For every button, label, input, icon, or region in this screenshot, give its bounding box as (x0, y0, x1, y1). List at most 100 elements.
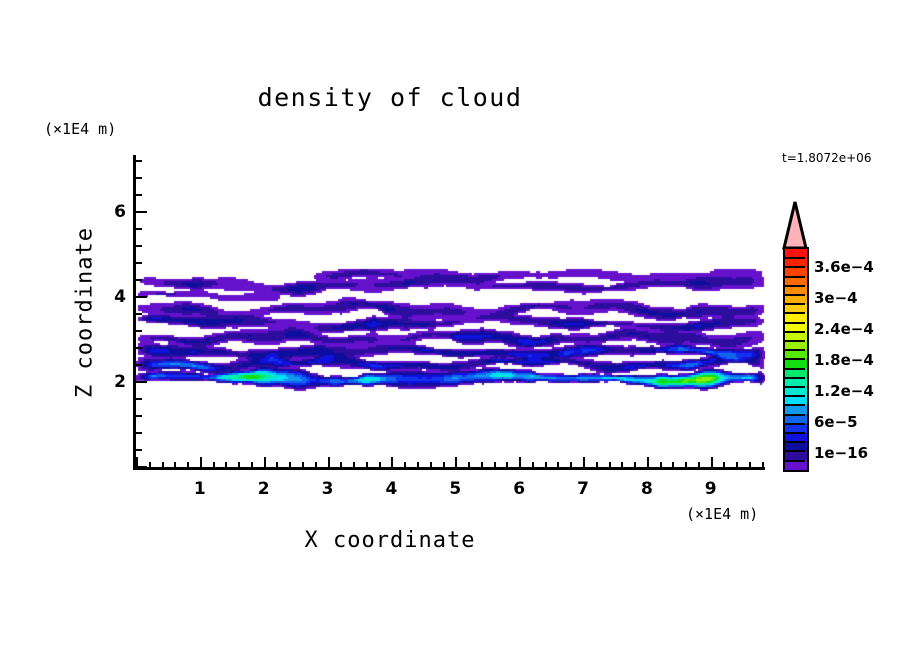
x-minor-tick (174, 462, 176, 468)
y-major-tick (136, 381, 147, 383)
x-minor-tick (749, 462, 751, 468)
colorbar-band-separator (783, 349, 805, 352)
x-axis-unit-label: (×1E4 m) (686, 505, 759, 523)
y-minor-tick (136, 415, 142, 417)
x-minor-tick (430, 462, 432, 468)
colorbar-band-separator (783, 284, 805, 287)
x-minor-tick (213, 462, 215, 468)
y-minor-tick (136, 279, 142, 281)
colorbar-band (785, 396, 807, 406)
time-annotation: t=1.8072e+06 (782, 151, 872, 165)
colorbar-band (785, 350, 807, 360)
colorbar-band-separator (783, 422, 805, 425)
x-major-tick (264, 457, 266, 468)
x-minor-tick (545, 462, 547, 468)
x-axis-title: X coordinate (304, 528, 476, 553)
colorbar-band (785, 414, 807, 424)
colorbar-band-separator (783, 413, 805, 416)
colorbar-band (785, 276, 807, 286)
y-minor-tick (136, 364, 142, 366)
colorbar-band-separator (783, 395, 805, 398)
colorbar-band (785, 322, 807, 332)
x-major-tick (391, 457, 393, 468)
x-tick-label: 5 (449, 479, 462, 499)
colorbar-arrow-cap (782, 201, 808, 250)
colorbar-band-separator (783, 257, 805, 260)
x-minor-tick (685, 462, 687, 468)
y-minor-tick (136, 160, 142, 162)
x-major-tick (583, 457, 585, 468)
x-tick-label: 8 (640, 479, 653, 499)
x-tick-label: 3 (321, 479, 334, 499)
y-minor-tick (136, 194, 142, 196)
x-minor-tick (276, 462, 278, 468)
colorbar-band-separator (783, 321, 805, 324)
x-minor-tick (289, 462, 291, 468)
x-minor-tick (162, 462, 164, 468)
x-major-tick (711, 457, 713, 468)
colorbar-label: 1e−16 (814, 444, 869, 463)
x-minor-tick (315, 462, 317, 468)
colorbar-band (785, 432, 807, 442)
x-minor-tick (506, 462, 508, 468)
x-minor-tick (468, 462, 470, 468)
y-major-tick (136, 296, 147, 298)
x-minor-tick (353, 462, 355, 468)
x-major-tick (455, 457, 457, 468)
y-tick-label: 4 (114, 287, 126, 308)
x-tick-label: 9 (704, 479, 717, 499)
y-axis-title: Z coordinate (72, 227, 98, 398)
x-minor-tick (149, 462, 151, 468)
x-minor-tick (736, 462, 738, 468)
x-minor-tick (443, 462, 445, 468)
y-tick-label: 6 (114, 202, 126, 223)
colorbar-band (785, 331, 807, 341)
colorbar-band (785, 258, 807, 268)
colorbar-band-separator (783, 330, 805, 333)
y-minor-tick (136, 432, 142, 434)
x-minor-tick (570, 462, 572, 468)
x-major-tick (328, 457, 330, 468)
x-minor-tick (660, 462, 662, 468)
colorbar-band-separator (783, 312, 805, 315)
colorbar-label: 3.6e−4 (814, 258, 874, 277)
colorbar-band (785, 267, 807, 277)
colorbar-band (785, 368, 807, 378)
x-major-tick (200, 457, 202, 468)
x-minor-tick (698, 462, 700, 468)
colorbar-band-separator (783, 450, 805, 453)
colorbar-band (785, 294, 807, 305)
x-tick-label: 2 (257, 479, 270, 499)
colorbar-band (785, 405, 807, 415)
colorbar-band-separator (783, 266, 805, 269)
y-tick-label: 2 (114, 372, 126, 393)
colorbar-band-separator (783, 340, 805, 342)
x-minor-tick (596, 462, 598, 468)
colorbar-label: 3e−4 (814, 289, 858, 308)
x-minor-tick (672, 462, 674, 468)
x-minor-tick (302, 462, 304, 468)
x-minor-tick (417, 462, 419, 468)
y-minor-tick (136, 330, 142, 332)
colorbar-band (785, 451, 807, 461)
y-major-tick (136, 211, 147, 213)
y-minor-tick (136, 398, 142, 400)
y-minor-tick (136, 228, 142, 230)
x-major-tick (647, 457, 649, 468)
colorbar-band-separator (783, 367, 805, 370)
x-tick-label: 7 (577, 479, 589, 499)
x-minor-tick (494, 462, 496, 468)
colorbar-band (785, 386, 807, 396)
colorbar-band-separator (783, 432, 805, 434)
colorbar-label: 2.4e−4 (814, 320, 874, 339)
colorbar-band (785, 441, 807, 452)
x-minor-tick (225, 462, 227, 468)
contour-plot-area (136, 155, 765, 467)
x-minor-tick (762, 462, 764, 468)
colorbar-band (785, 313, 807, 323)
colorbar-band-separator (783, 303, 805, 306)
x-minor-tick (723, 462, 725, 468)
y-minor-tick (136, 177, 142, 179)
colorbar-label: 1.8e−4 (814, 351, 874, 370)
